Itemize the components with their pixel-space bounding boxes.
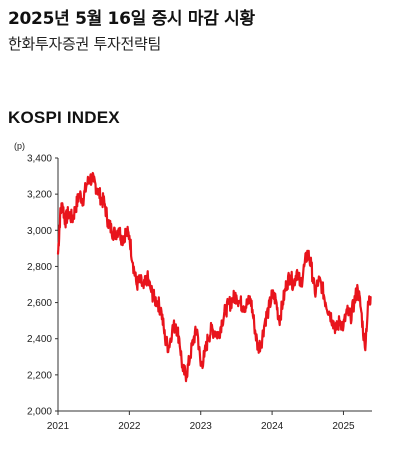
y-tick-label: 3,000 (27, 226, 52, 237)
y-tick-label: 3,200 (27, 190, 52, 201)
x-tick-label: 2025 (332, 421, 355, 432)
y-tick-label: 2,600 (27, 298, 52, 309)
y-tick-label: 2,200 (27, 370, 52, 381)
x-axis-ticks: 2021 2022 2023 2024 2025 (47, 411, 355, 432)
chart-axes: (p) (14, 141, 372, 412)
x-tick-label: 2021 (47, 421, 70, 432)
x-tick-label: 2022 (118, 421, 141, 432)
x-tick-label: 2023 (190, 421, 213, 432)
y-tick-label: 2,800 (27, 262, 52, 273)
y-tick-label: 2,400 (27, 334, 52, 345)
chart-series (56, 171, 372, 383)
y-axis-unit-label: (p) (14, 141, 25, 151)
chart-title: KOSPI INDEX (8, 108, 120, 127)
y-axis-ticks: 2,000 2,200 2,400 2,600 2,800 3,000 3,200 3,400 (27, 154, 58, 418)
y-tick-label: 3,400 (27, 154, 52, 165)
page-subtitle: 한화투자증권 투자전략팀 (8, 35, 161, 53)
page-headline: 2025년 5월 16일 증시 마감 시황 (8, 9, 255, 29)
x-tick-label: 2024 (261, 421, 284, 432)
kospi-series-line (56, 171, 372, 383)
y-tick-label: 2,000 (27, 407, 52, 418)
